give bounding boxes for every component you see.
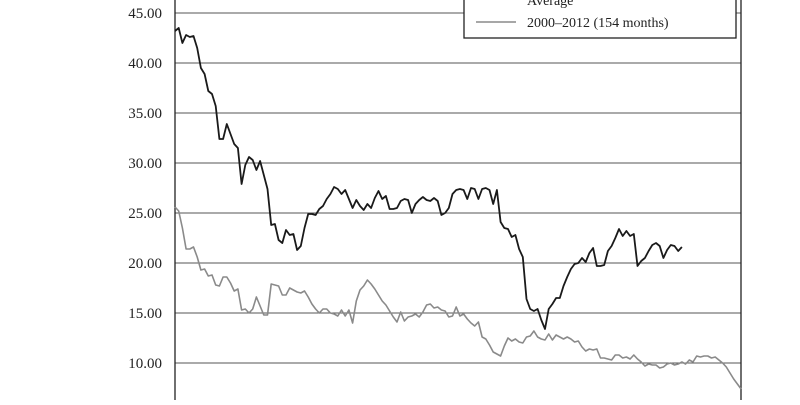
y-tick-label: 35.00 [128, 106, 162, 122]
y-tick-label: 30.00 [128, 156, 162, 172]
y-tick-label: 10.00 [128, 356, 162, 372]
y-tick-label: 45.00 [128, 6, 162, 22]
y-tick-label: 20.00 [128, 256, 162, 272]
legend-label-average: Average [527, 0, 573, 9]
series-line-average [174, 27, 683, 330]
y-tick-label: 15.00 [128, 306, 162, 322]
y-tick-label: 40.00 [128, 56, 162, 72]
legend-label-2000-2012: 2000–2012 (154 months) [527, 16, 669, 31]
y-tick-label: 25.00 [128, 206, 162, 222]
series-line-2000-2012 [174, 206, 742, 390]
legend-box [463, 0, 737, 39]
